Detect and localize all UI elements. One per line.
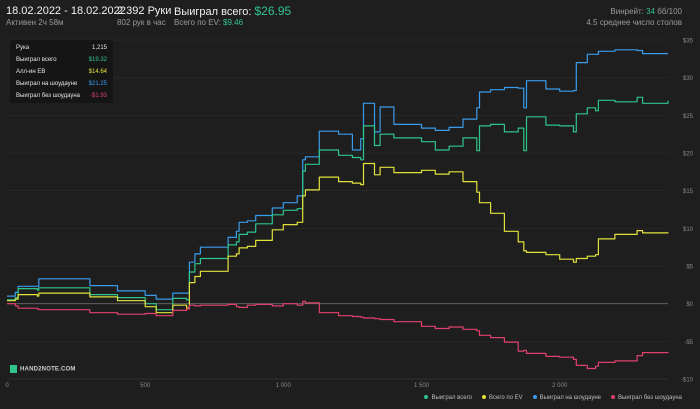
series-line xyxy=(7,300,669,370)
winrate-suffix: бб/100 xyxy=(657,7,682,16)
legend-dot-icon xyxy=(532,395,537,400)
winrate: Винрейт: 34 бб/100 xyxy=(610,7,682,16)
legend-label: Выиграл всего xyxy=(431,395,473,401)
tooltip-label: Рука xyxy=(16,45,30,51)
legend-item[interactable]: Всего по EV xyxy=(482,395,523,401)
series-line xyxy=(7,49,668,300)
legend-dot-icon xyxy=(424,395,429,400)
logo-icon xyxy=(10,365,17,373)
y-tick-label: $5 xyxy=(686,265,693,271)
tooltip-value: $19.32 xyxy=(88,57,107,63)
total-won-value: $26.95 xyxy=(254,4,292,18)
chart-tooltip: Рука 1,215 Выиграл всего $19.32 Алл-ин EB $14… xyxy=(10,40,113,103)
tooltip-row: Алл-ин EB $14.64 xyxy=(16,69,107,78)
tooltip-row: Выиграл всего $19.32 xyxy=(16,57,107,66)
x-tick-label: 500 xyxy=(140,383,151,389)
winrate-value: 34 xyxy=(646,7,656,16)
series-line xyxy=(7,96,669,311)
tooltip-label: Алл-ин EB xyxy=(16,69,46,75)
legend: Выиграл всего Всего по EV Выиграл на шоуда… xyxy=(414,395,682,401)
logo-text: HAND2NOTE.COM xyxy=(20,366,76,373)
legend-item[interactable]: Выиграл на шоудауне xyxy=(532,395,601,401)
hands-rate: 802 рук в час xyxy=(117,18,166,27)
tooltip-row: Рука 1,215 xyxy=(16,45,107,54)
tooltip-label: Выиграл без шоудауна xyxy=(16,93,80,99)
legend-dot-icon xyxy=(482,395,487,400)
tooltip-label: Выиграл всего xyxy=(16,57,57,63)
y-tick-label: $20 xyxy=(683,152,694,158)
tooltip-label: Выиграл на шоудауне xyxy=(16,81,78,87)
legend-label: Выиграл без шоудауна xyxy=(618,395,682,401)
legend-item[interactable]: Выиграл всего xyxy=(424,395,472,401)
x-tick-label: 1 500 xyxy=(414,383,430,389)
y-tick-label: $10 xyxy=(683,227,694,233)
ev-value: $9.46 xyxy=(223,18,244,27)
total-won-label: Выиграл всего: xyxy=(174,6,252,18)
tooltip-value: $14.64 xyxy=(88,69,107,75)
active-time: Активен 2ч 58м xyxy=(6,18,64,27)
date-range[interactable]: 18.02.2022 - 18.02.2022 xyxy=(6,5,126,17)
x-tick-label: 2 000 xyxy=(552,383,568,389)
legend-label: Выиграл на шоудауне xyxy=(539,395,601,401)
winrate-label: Винрейт: xyxy=(610,7,644,16)
legend-dot-icon xyxy=(611,395,615,400)
series-line xyxy=(7,162,669,314)
tooltip-value: -$1.93 xyxy=(89,93,107,99)
y-tick-label: $15 xyxy=(683,189,694,195)
total-won: Выиграл всего: $26.95 xyxy=(174,4,291,18)
logo: HAND2NOTE.COM xyxy=(10,365,76,373)
y-tick-label: -$5 xyxy=(684,340,693,346)
legend-item[interactable]: Выиграл без шоудауна xyxy=(611,395,682,401)
tooltip-row: Выиграл на шоудауне $21.25 xyxy=(16,81,107,90)
ev-total: Всего по EV: $9.46 xyxy=(174,18,243,27)
y-tick-label: $25 xyxy=(683,114,694,120)
y-tick-label: $35 xyxy=(683,39,694,45)
x-tick-label: 1 000 xyxy=(276,383,292,389)
ev-label: Всего по EV: xyxy=(174,18,221,27)
legend-label: Всего по EV xyxy=(489,395,523,401)
tooltip-row: Выиграл без шоудауна -$1.93 xyxy=(16,93,107,102)
tooltip-value: 1,215 xyxy=(91,45,107,51)
avg-tables: 4.5 среднее число столов xyxy=(586,18,682,27)
y-tick-label: $0 xyxy=(686,302,693,308)
y-tick-label: -$10 xyxy=(681,378,694,384)
y-tick-label: $30 xyxy=(683,76,694,82)
x-tick-label: 0 xyxy=(5,383,9,389)
tooltip-value: $21.25 xyxy=(88,81,107,87)
hands-count: 2 392 Руки xyxy=(117,5,172,17)
